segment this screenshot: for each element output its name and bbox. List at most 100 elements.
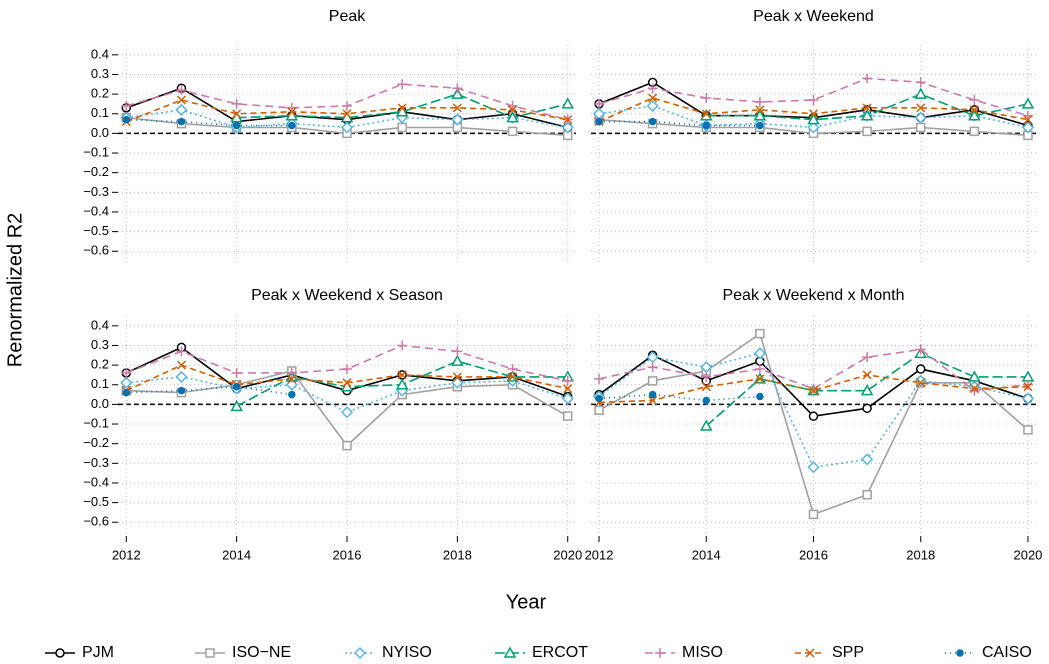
- point: [1023, 115, 1033, 125]
- point: [808, 386, 819, 396]
- point: [231, 367, 242, 378]
- point: [862, 403, 872, 414]
- x-tick-label: 2016: [333, 547, 362, 562]
- point: [699, 419, 713, 431]
- point: [395, 378, 409, 390]
- legend-label: CAISO: [982, 644, 1032, 661]
- point: [914, 111, 927, 124]
- point: [702, 121, 711, 130]
- y-tick-label: −0.3: [83, 455, 109, 470]
- point: [451, 87, 464, 99]
- x-tick-label: 2014: [692, 547, 721, 562]
- panel-title: Peak x Weekend: [753, 8, 874, 25]
- point: [342, 378, 352, 388]
- point: [916, 378, 926, 388]
- point: [176, 346, 187, 357]
- series-line: [126, 376, 568, 414]
- y-axis-label: Renormalized R2: [4, 213, 26, 368]
- point: [969, 95, 980, 105]
- point: [807, 461, 820, 474]
- point: [701, 93, 712, 104]
- x-tick-label: 2020: [553, 547, 582, 562]
- point: [1023, 382, 1033, 392]
- y-tick-label: 0.3: [91, 337, 109, 352]
- point: [121, 100, 132, 111]
- point: [701, 382, 711, 392]
- point: [915, 344, 926, 355]
- panel-title: Peak: [329, 8, 366, 25]
- x-tick-label: 2016: [799, 547, 828, 562]
- point: [701, 371, 712, 382]
- point: [561, 392, 574, 405]
- point: [648, 395, 658, 405]
- series-line: [598, 77, 1029, 117]
- point: [646, 99, 659, 112]
- point: [862, 103, 872, 113]
- series-line: [125, 344, 568, 382]
- point: [506, 111, 519, 123]
- point: [915, 77, 926, 88]
- point: [287, 107, 297, 117]
- point: [340, 121, 354, 134]
- point: [808, 411, 819, 421]
- legend-marker: [956, 649, 964, 657]
- point: [968, 370, 981, 382]
- point: [860, 384, 874, 396]
- y-tick-label: −0.3: [83, 184, 109, 199]
- point: [753, 347, 766, 360]
- point: [508, 372, 518, 382]
- point: [288, 390, 296, 399]
- point: [340, 406, 354, 419]
- legend-label: MISO: [682, 644, 723, 661]
- point: [563, 115, 573, 125]
- legend-marker: [55, 648, 65, 658]
- point: [969, 126, 980, 137]
- point: [862, 73, 873, 84]
- y-tick-label: −0.4: [83, 474, 109, 489]
- point: [452, 103, 462, 113]
- y-tick-label: 0.1: [91, 105, 109, 120]
- point: [755, 328, 765, 339]
- point: [916, 103, 926, 113]
- point: [397, 79, 408, 90]
- x-tick-label: 2018: [443, 547, 472, 562]
- y-tick-label: −0.2: [83, 164, 109, 179]
- point: [452, 346, 463, 357]
- point: [808, 509, 819, 520]
- point: [561, 97, 574, 109]
- point: [397, 340, 408, 351]
- point: [122, 388, 131, 397]
- point: [507, 126, 518, 137]
- point: [754, 96, 765, 107]
- point: [562, 411, 573, 421]
- y-tick-label: −0.4: [83, 203, 109, 218]
- point: [507, 364, 518, 375]
- point: [860, 109, 874, 121]
- point: [342, 440, 352, 451]
- point: [755, 374, 765, 384]
- series-line: [125, 99, 568, 123]
- x-tick-label: 2018: [906, 547, 935, 562]
- point: [914, 87, 928, 99]
- point: [753, 109, 767, 121]
- point: [342, 109, 352, 119]
- point: [862, 352, 873, 363]
- point: [230, 399, 243, 412]
- point: [702, 396, 711, 405]
- point: [862, 370, 872, 380]
- y-tick-label: −0.1: [83, 144, 109, 159]
- point: [342, 364, 352, 375]
- y-tick-label: 0.0: [91, 396, 109, 411]
- panel-title: Peak x Weekend x Month: [722, 287, 904, 304]
- point: [231, 98, 242, 109]
- series-line: [598, 348, 1029, 392]
- point: [1021, 121, 1035, 134]
- point: [342, 100, 352, 111]
- point: [177, 386, 186, 395]
- y-tick-label: −0.5: [83, 494, 109, 509]
- legend-label: PJM: [82, 644, 114, 661]
- point: [177, 117, 186, 126]
- point: [121, 367, 132, 378]
- series-line: [599, 120, 760, 127]
